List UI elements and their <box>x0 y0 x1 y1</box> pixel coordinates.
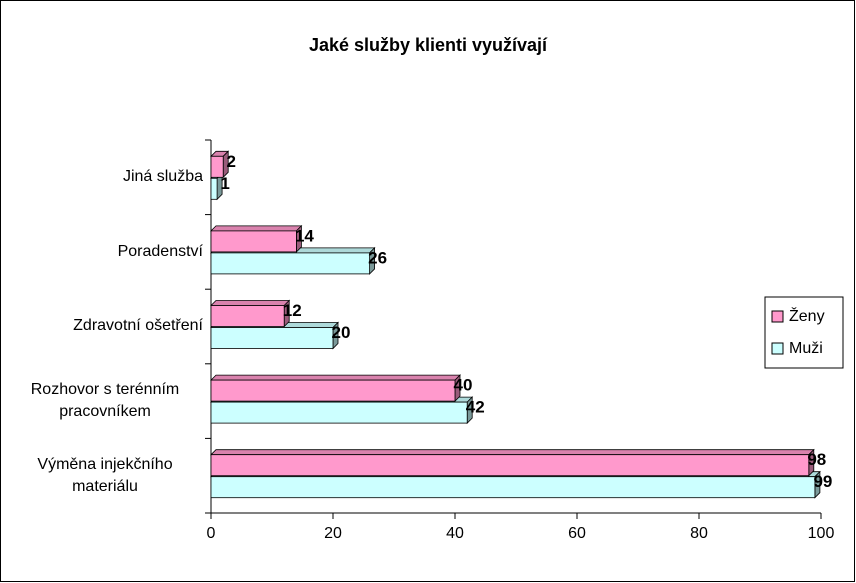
data-label: 26 <box>368 248 387 267</box>
bar-front <box>210 305 285 327</box>
bar-top <box>210 225 303 232</box>
y-tick-label: Poradenství <box>0 215 203 290</box>
category-text: Výměna injekčního materiálu <box>37 455 173 495</box>
bar-front <box>210 177 218 200</box>
x-tick-label: 40 <box>446 525 464 542</box>
data-label: 42 <box>466 398 485 417</box>
bar-top <box>210 300 291 306</box>
bar-front <box>210 327 334 349</box>
bar-front <box>210 155 224 178</box>
category-text: Zdravotní ošetření <box>73 317 203 335</box>
data-label: 20 <box>332 323 351 342</box>
x-tick-label: 80 <box>690 525 708 542</box>
x-tick-label: 20 <box>324 525 342 542</box>
bar-front <box>210 252 371 275</box>
legend-box <box>764 296 844 369</box>
bar-front <box>210 401 468 424</box>
bar-front <box>210 476 816 499</box>
category-text: Poradenství <box>117 242 203 260</box>
y-tick-label: Výměna injekčního materiálu <box>0 438 203 513</box>
legend-swatch <box>771 342 784 355</box>
bar-front <box>210 379 456 402</box>
data-label: 12 <box>283 301 302 320</box>
x-tick-label: 60 <box>568 525 586 542</box>
chart-title: Jaké služby klienti využívají <box>309 35 548 55</box>
bar-top <box>210 449 815 456</box>
bar <box>210 374 461 403</box>
bar <box>210 150 230 179</box>
y-tick-label: Rozhovor s terénním pracovníkem <box>0 364 203 439</box>
data-label: 99 <box>813 472 832 491</box>
category-text: Rozhovor s terénním pracovníkem <box>30 381 180 421</box>
bar <box>210 448 815 477</box>
bar <box>210 299 291 328</box>
data-label: 2 <box>226 152 235 171</box>
legend-swatch <box>771 310 784 323</box>
y-tick-label: Zdravotní ošetření <box>0 289 203 364</box>
bar <box>210 224 303 253</box>
legend-label: Muži <box>789 340 823 357</box>
bar-top <box>210 374 461 381</box>
bar-front <box>210 454 810 477</box>
data-label: 98 <box>807 450 826 469</box>
y-tick-label: Jiná služba <box>0 140 203 215</box>
x-tick-label: 0 <box>207 525 216 542</box>
x-tick-label: 100 <box>808 525 835 542</box>
data-label: 14 <box>295 226 314 245</box>
category-text: Jiná služba <box>122 168 203 186</box>
legend-label: Ženy <box>789 306 825 325</box>
data-label: 40 <box>454 376 473 395</box>
data-label: 1 <box>220 174 229 193</box>
bar-front <box>210 230 297 253</box>
